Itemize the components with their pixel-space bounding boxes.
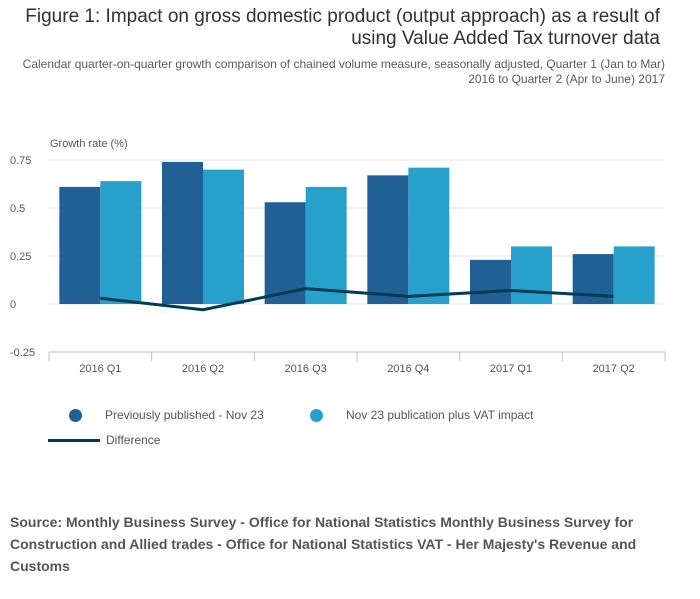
chart-title: Figure 1: Impact on gross domestic produ… bbox=[25, 6, 660, 49]
x-tick-label: 2017 Q1 bbox=[490, 363, 532, 375]
chart-plot: Growth rate (%) 0.75 0.5 0.25 0 -0.25 2016 Q… bbox=[10, 138, 666, 375]
bar-vat[interactable] bbox=[100, 181, 142, 304]
x-tick-label: 2017 Q2 bbox=[593, 363, 635, 375]
legend-item-vat[interactable]: Nov 23 publication plus VAT impact bbox=[310, 408, 533, 422]
y-tick-label: 0.25 bbox=[10, 251, 31, 263]
legend-swatch-vat bbox=[310, 408, 323, 422]
y-tick-label: 0.75 bbox=[10, 155, 31, 167]
legend-label-previous: Previously published - Nov 23 bbox=[105, 408, 264, 422]
x-tick-label: 2016 Q3 bbox=[285, 363, 327, 375]
gridlines bbox=[49, 159, 665, 305]
bar-vat[interactable] bbox=[408, 167, 450, 304]
legend-label-vat: Nov 23 publication plus VAT impact bbox=[346, 408, 534, 422]
legend-swatch-previous bbox=[69, 408, 82, 422]
x-axis-ticks: 2016 Q1 2016 Q2 2016 Q3 2016 Q4 2017 Q1 2017 … bbox=[79, 363, 635, 375]
source-note: Source: Monthly Business Survey - Office… bbox=[10, 514, 637, 574]
legend-item-previous[interactable]: Previously published - Nov 23 bbox=[69, 408, 264, 422]
difference-line-layer bbox=[100, 287, 614, 312]
difference-line[interactable] bbox=[100, 287, 614, 312]
y-tick-label: -0.25 bbox=[10, 347, 35, 359]
bar-previous[interactable] bbox=[59, 186, 101, 304]
legend: Previously published - Nov 23 Nov 23 pub… bbox=[0, 400, 700, 460]
bar-previous[interactable] bbox=[162, 161, 203, 304]
bar-vat[interactable] bbox=[613, 246, 655, 304]
bar-vat[interactable] bbox=[305, 186, 347, 304]
y-tick-label: 0.5 bbox=[10, 203, 25, 215]
bars bbox=[59, 161, 655, 304]
legend-swatch-difference bbox=[48, 438, 100, 442]
legend-label-difference: Difference bbox=[106, 433, 161, 447]
y-axis-ticks: 0.75 0.5 0.25 0 -0.25 bbox=[10, 155, 35, 359]
bar-previous[interactable] bbox=[470, 259, 511, 304]
legend-item-difference[interactable]: Difference bbox=[48, 433, 160, 447]
chart-subtitle: Calendar quarter-on-quarter growth compa… bbox=[22, 57, 665, 86]
bar-previous[interactable] bbox=[264, 202, 306, 304]
bar-previous[interactable] bbox=[367, 175, 409, 304]
x-axis bbox=[48, 351, 666, 361]
x-tick-label: 2016 Q2 bbox=[182, 363, 224, 375]
bar-vat[interactable] bbox=[511, 246, 552, 304]
x-tick-label: 2016 Q4 bbox=[387, 363, 429, 375]
y-tick-label: 0 bbox=[10, 299, 16, 311]
x-tick-label: 2016 Q1 bbox=[79, 363, 121, 375]
bar-vat[interactable] bbox=[203, 169, 244, 304]
y-axis-label: Growth rate (%) bbox=[50, 138, 128, 150]
